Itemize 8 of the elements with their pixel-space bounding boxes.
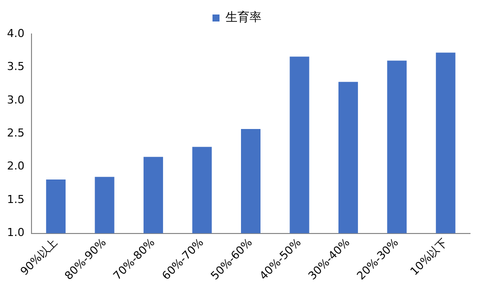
y-tick-label: 3.0 — [6, 93, 24, 106]
y-tick-label: 1.5 — [6, 192, 24, 206]
y-tick-label: 2.5 — [6, 126, 24, 140]
y-tick-label: 2.0 — [6, 160, 24, 173]
legend-label: 生育率 — [226, 10, 262, 24]
y-tick-label: 4.0 — [6, 26, 24, 40]
y-tick-label: 3.5 — [6, 60, 24, 74]
y-tick-label: 1.0 — [6, 226, 24, 240]
